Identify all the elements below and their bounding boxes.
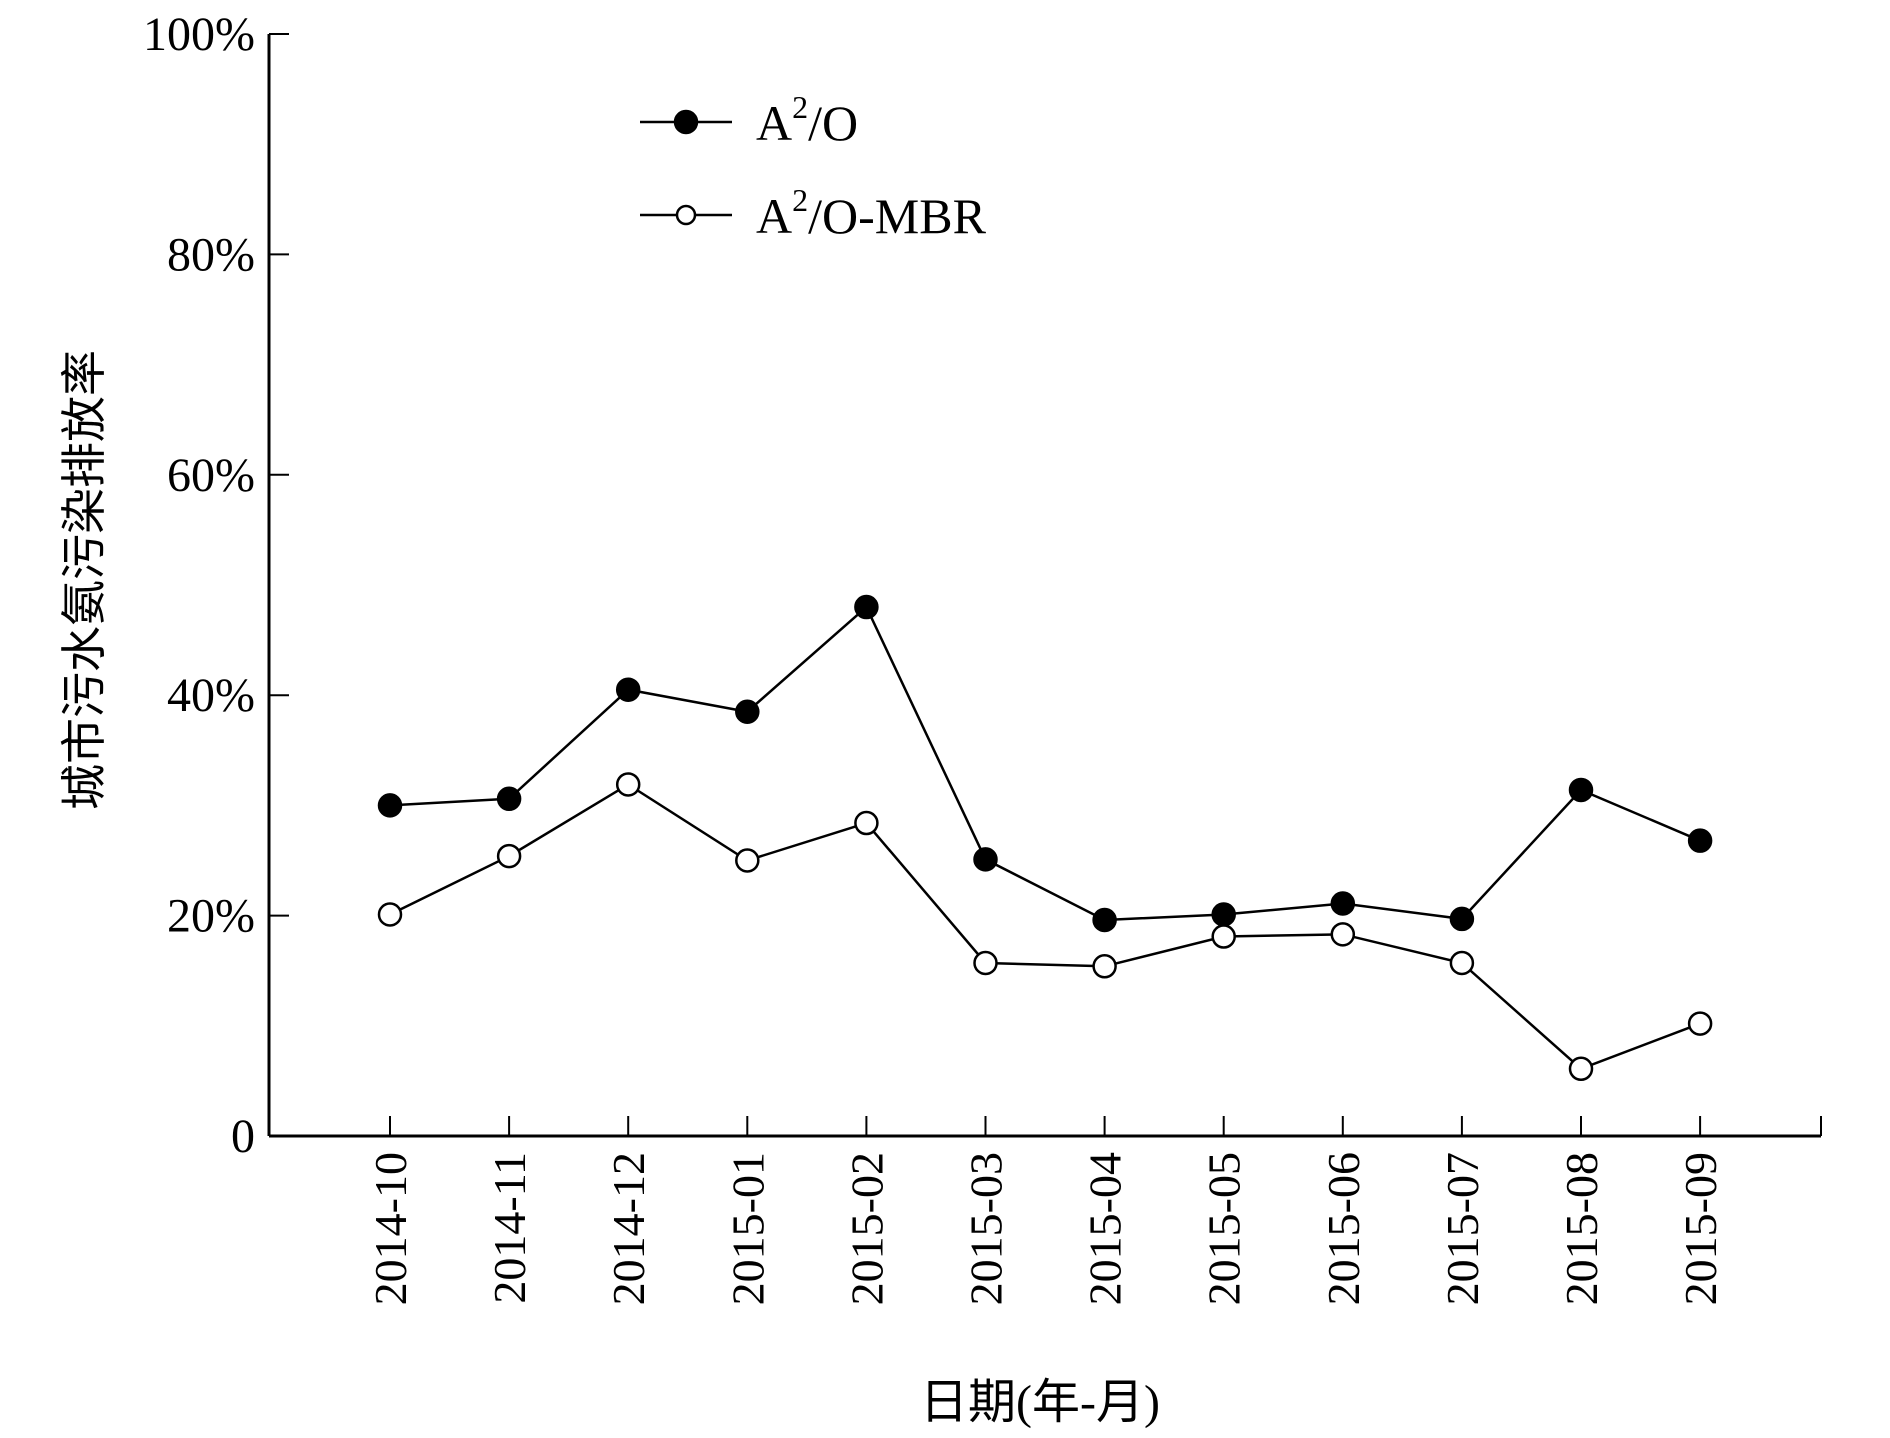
y-tick-label: 40% [167,669,255,722]
x-tick-label: 2015-02 [841,1152,892,1305]
y-tick-label: 80% [167,228,255,281]
x-tick-label: 2015-05 [1199,1152,1250,1305]
data-point-a2o [854,594,879,620]
data-point-a2o [1687,828,1713,853]
data-point-a2o [496,786,522,812]
data-point-a2o [973,847,998,872]
x-tick-label: 2014-11 [484,1152,535,1304]
y-tick-label: 60% [167,449,255,502]
data-point-a2o-mbr [1092,954,1117,979]
data-point-a2o-mbr [1568,1056,1594,1082]
data-point-a2o [735,699,760,724]
data-point-a2o-mbr [1330,922,1356,947]
data-point-a2o [1568,777,1594,803]
x-axis-label: 日期(年-月) [920,1376,1160,1429]
legend-label: A2/O [756,89,858,151]
series-line-a2o [389,605,1701,922]
x-tick-label: 2015-04 [1080,1152,1131,1305]
x-tick-label: 2015-03 [961,1152,1012,1305]
data-point-a2o [1330,891,1356,916]
x-tick-label: 2015-09 [1675,1152,1726,1305]
data-point-a2o-mbr [1687,1011,1713,1036]
y-tick-label: 20% [167,890,255,943]
y-tick-label: 0 [231,1110,255,1163]
data-point-a2o-mbr [615,772,641,797]
axes [267,34,1822,1138]
data-point-a2o-mbr [1211,924,1236,949]
series-line-a2o-mbr [389,782,1701,1071]
legend-marker [673,109,699,135]
y-ticks: 0 20% 40% 60% 80% 100% [143,8,289,1163]
legend: A2/O A2/O-MBR [640,89,987,244]
data-point-a2o-mbr [854,810,879,836]
x-tick-label: 2015-01 [722,1152,773,1305]
y-axis-label: 城市污水氨污染排放率 [59,350,110,810]
x-ticks: 2014-10 2014-11 2014-12 2015-01 2015-02 2015-… [365,1116,1726,1305]
data-point-a2o [1211,902,1236,927]
data-point-a2o [1449,906,1475,932]
legend-label: A2/O-MBR [756,182,987,244]
x-tick-label: 2014-12 [603,1152,654,1305]
x-tick-label: 2014-10 [365,1152,416,1305]
data-point-a2o [377,793,403,818]
data-point-a2o-mbr [377,902,403,927]
data-point-a2o [615,677,641,702]
data-point-a2o [1092,907,1117,933]
data-point-a2o-mbr [1449,950,1475,976]
data-point-a2o-mbr [496,843,522,869]
legend-marker [675,204,697,226]
data-point-a2o-mbr [973,950,998,976]
series-group [377,594,1713,1082]
x-tick-label: 2015-07 [1437,1152,1488,1305]
y-tick-label: 100% [143,8,255,61]
data-point-a2o-mbr [735,848,760,873]
x-tick-label: 2015-06 [1318,1152,1369,1305]
x-tick-label: 2015-08 [1556,1152,1607,1305]
